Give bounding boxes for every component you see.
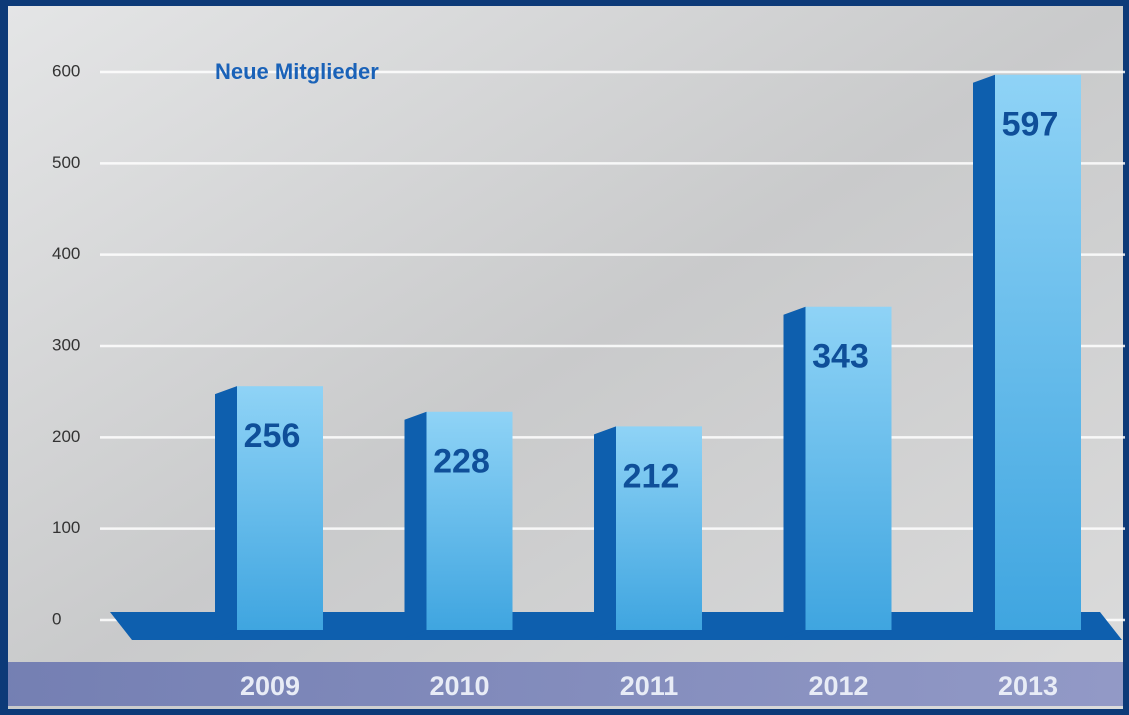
chart: 0 100 200 300 400 500 600 256 2009 228 2010 212 201…: [0, 0, 1129, 715]
x-tick-label: 2013: [998, 671, 1058, 701]
year-strip: [8, 662, 1123, 706]
y-tick-label: 400: [52, 244, 80, 263]
bar: [995, 75, 1081, 630]
value-label: 212: [623, 457, 680, 495]
background: [8, 6, 1123, 709]
y-tick-label: 600: [52, 61, 80, 80]
value-label: 343: [812, 338, 869, 376]
y-tick-label: 0: [52, 609, 61, 628]
x-tick-label: 2011: [620, 671, 679, 701]
x-tick-label: 2012: [808, 671, 868, 701]
x-tick-label: 2010: [429, 671, 489, 701]
page: 0 100 200 300 400 500 600 256 2009 228 2010 212 201…: [0, 0, 1129, 715]
bar-side: [405, 412, 427, 638]
y-tick-label: 200: [52, 427, 80, 446]
bar-side: [973, 75, 995, 638]
bar-side: [594, 426, 616, 638]
value-label: 228: [433, 443, 490, 481]
value-label: 597: [1002, 106, 1059, 144]
bar-side: [784, 307, 806, 638]
x-tick-label: 2009: [240, 671, 300, 701]
y-tick-label: 300: [52, 335, 80, 354]
value-label: 256: [244, 417, 301, 455]
chart-title: Neue Mitglieder: [215, 59, 379, 84]
bar-side: [215, 386, 237, 638]
y-tick-label: 100: [52, 518, 80, 537]
y-tick-label: 500: [52, 153, 80, 172]
